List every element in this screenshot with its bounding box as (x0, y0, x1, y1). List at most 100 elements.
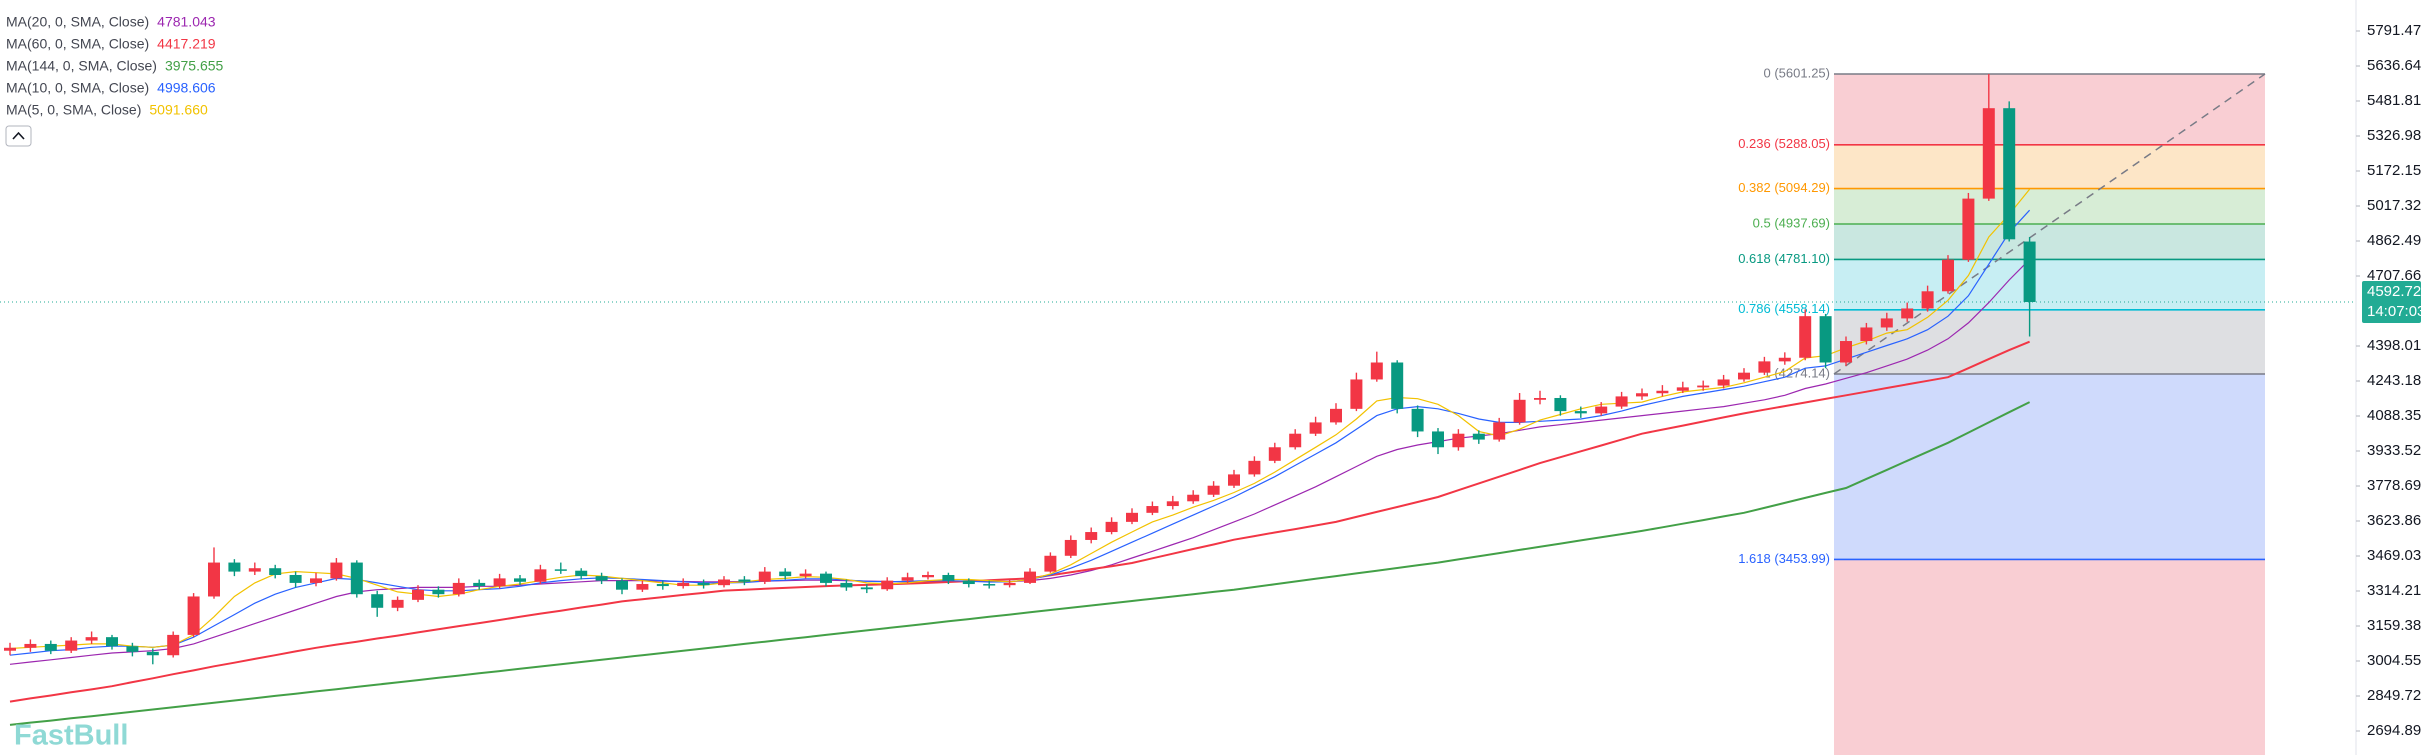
candle-body (1840, 341, 1852, 363)
candle-body (412, 589, 424, 600)
candle-body (1370, 362, 1383, 380)
candle-body (1513, 399, 1526, 423)
candle-body (1901, 308, 1914, 319)
candle-body (1799, 316, 1812, 358)
candle-body (1554, 397, 1567, 412)
candle-body (1472, 433, 1485, 440)
candle-body (1676, 387, 1689, 391)
y-tick-label: 3314.21 (2367, 582, 2421, 599)
y-tick-label: 4398.01 (2367, 337, 2421, 354)
candle-body (1003, 582, 1016, 586)
candle-body (248, 568, 261, 572)
candle-body (473, 582, 486, 587)
fib-band (1834, 73, 2265, 145)
candle-body (514, 578, 526, 582)
legend-name: MA(5, 0, SMA, Close) (6, 102, 141, 118)
candle-body (799, 573, 812, 577)
candle-body (1248, 460, 1261, 475)
candle-body (534, 569, 547, 582)
candle-body (167, 634, 180, 656)
ma-line (9, 209, 2031, 656)
candle-body (2003, 108, 2016, 240)
moving-averages (9, 188, 2031, 726)
candle-body (616, 580, 628, 590)
candle-body (1534, 397, 1546, 400)
y-tick-label: 2694.89 (2367, 722, 2421, 739)
legend-name: MA(10, 0, SMA, Close) (6, 80, 149, 96)
y-tick-label: 3004.55 (2367, 652, 2421, 669)
candle-body (697, 582, 710, 586)
fib-level-label: 0.382 (5094.29) (1738, 180, 1830, 195)
ma-line (9, 340, 2030, 703)
candle-body (636, 584, 649, 590)
fib-band (1834, 259, 2265, 310)
candle-body (371, 594, 384, 608)
candle-body (228, 562, 241, 572)
legend-value: 5091.660 (149, 102, 208, 118)
candle-body (1595, 406, 1608, 414)
candle-body (44, 643, 57, 651)
candle-body (126, 646, 139, 652)
fib-band (1834, 223, 2265, 260)
candle-body (554, 569, 567, 571)
last-price-box (2362, 280, 2421, 323)
candle-body (24, 643, 37, 648)
y-tick-label: 3778.69 (2367, 477, 2421, 494)
y-tick-label: 5017.32 (2367, 197, 2421, 214)
candle-body (1187, 494, 1200, 502)
candle-body (1880, 318, 1893, 328)
last-price-label: 4592.72 (2367, 283, 2421, 300)
candle-body (1697, 385, 1710, 388)
candle-body (779, 571, 792, 577)
y-tick-label: 4707.66 (2367, 267, 2421, 284)
collapse-button[interactable] (5, 125, 32, 147)
candle-body (1636, 393, 1648, 397)
candle-body (289, 574, 302, 583)
candle-body (391, 599, 404, 608)
candle-body (146, 651, 159, 656)
y-tick-label: 3933.52 (2367, 442, 2421, 459)
button-frame[interactable] (5, 125, 32, 147)
candles (4, 73, 2036, 665)
candle-body (1330, 408, 1342, 423)
y-tick-label: 5636.64 (2367, 57, 2421, 74)
candle-body (656, 584, 669, 587)
candle-body (1207, 485, 1220, 495)
fib-bands (1834, 73, 2265, 755)
candle-body (983, 584, 996, 586)
y-tick-label: 5481.81 (2367, 92, 2421, 109)
axis-background (2356, 0, 2421, 755)
fib-level-label: 1.618 (3453.99) (1738, 551, 1830, 566)
y-tick-label: 3623.86 (2367, 512, 2421, 529)
y-tick-label: 4088.35 (2367, 407, 2421, 424)
ma-line (9, 401, 2031, 726)
candle-body (962, 580, 975, 585)
fib-level-label: 0.236 (5288.05) (1738, 136, 1830, 151)
fib-level-label: 0.5 (4937.69) (1753, 215, 1830, 230)
legend-name: MA(60, 0, SMA, Close) (6, 36, 149, 52)
candle-body (1738, 372, 1750, 380)
candle-body (840, 582, 853, 588)
candle-body (1656, 390, 1669, 394)
candle-body (432, 589, 445, 595)
candle-body (350, 562, 363, 595)
candle-body (1044, 555, 1057, 572)
candle-body (1146, 506, 1159, 513)
candle-body (575, 570, 588, 577)
fib-band (1834, 188, 2265, 224)
candle-body (881, 580, 894, 590)
candle-body (2023, 241, 2036, 302)
candle-body (758, 571, 771, 582)
caret-icon[interactable] (12, 131, 25, 140)
candle-body (901, 577, 914, 581)
legend-name: MA(20, 0, SMA, Close) (6, 14, 149, 30)
legend-value: 4417.219 (157, 36, 216, 52)
y-tick-label: 2849.72 (2367, 687, 2421, 704)
candle-body (1391, 362, 1404, 409)
fib-band (1834, 144, 2265, 189)
fib-levels: 0 (5601.25) 0.236 (5288.05) 0.382 (5094.29… (0, 65, 2356, 566)
fib-band (1834, 373, 2265, 560)
candle-body (1289, 433, 1302, 448)
